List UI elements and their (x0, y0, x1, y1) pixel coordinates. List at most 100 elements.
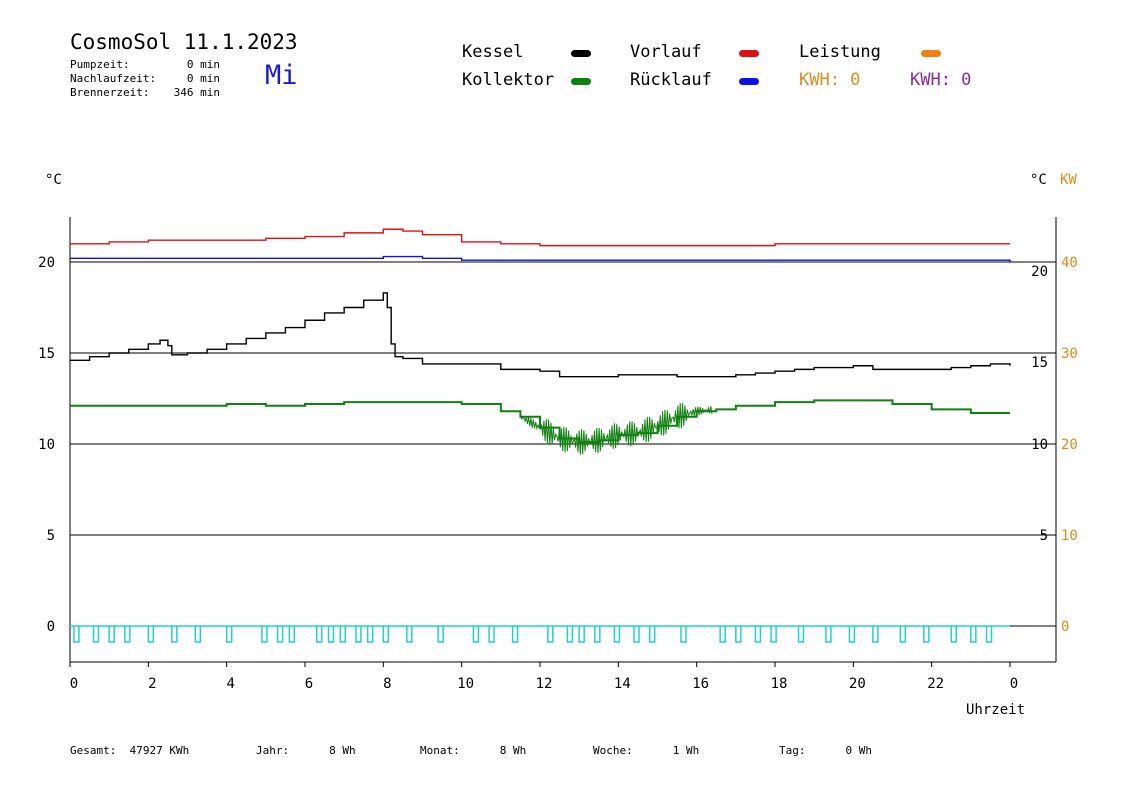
footer-value-monat: 8 Wh (499, 744, 527, 757)
legend-label-ruecklauf: Rücklauf (630, 70, 712, 90)
pump-pulse (73, 626, 80, 643)
pump-pulse (680, 626, 687, 643)
x-tick-label: 22 (927, 676, 944, 692)
pump-pulse (735, 626, 742, 643)
pump-pulse (923, 626, 930, 643)
pump-pulse (719, 626, 726, 643)
y-tick-label-right: 20 (1031, 264, 1048, 280)
footer-label-monat: Monat: (420, 744, 460, 757)
y-tick-label-kw: 40 (1061, 255, 1078, 271)
pump-pulse (288, 626, 296, 643)
chart-title: CosmoSol 11.1.2023 (70, 30, 298, 54)
footer-label-woche: Woche: (593, 744, 633, 757)
pump-pulse (770, 626, 777, 643)
pump-pulse (108, 626, 115, 643)
legend-swatch-leistung (921, 50, 941, 57)
y-tick-label-right: 10 (1031, 437, 1048, 453)
y-tick-label-right: 15 (1031, 355, 1048, 371)
left-axis-unit: °C (45, 172, 62, 188)
pump-pulse (511, 626, 519, 643)
pump-pulse (633, 626, 640, 643)
x-tick-label: 8 (383, 676, 391, 692)
pump-pulse (171, 626, 178, 643)
y-tick-label-left: 5 (47, 528, 55, 544)
series-line-vorlauf (70, 228, 1010, 247)
footer-value-woche: 1 Wh (672, 744, 700, 757)
pump-pulse (566, 626, 574, 643)
legend-swatch-vorlauf (739, 50, 759, 57)
pump-pulse (848, 626, 856, 643)
y-tick-label-left: 15 (38, 346, 55, 362)
x-tick-label: 6 (305, 676, 313, 692)
series-noise-kollektor (519, 403, 713, 455)
pump-pulse (970, 626, 977, 643)
pump-pulse (316, 626, 323, 643)
x-axis-label: Uhrzeit (966, 702, 1026, 718)
footer-value-tag: 0 Wh (845, 744, 873, 757)
footer-tag: Tag: 0 Wh (779, 744, 872, 757)
legend-swatch-kessel (571, 50, 591, 57)
y-tick-label-kw: 0 (1061, 619, 1069, 635)
pump-pulse (899, 626, 907, 643)
pump-pulse (472, 626, 480, 643)
pump-pulse (92, 626, 100, 643)
pump-pulse (797, 626, 805, 643)
y-tick-label-kw: 30 (1061, 346, 1078, 362)
pump-pulse (355, 626, 362, 643)
pump-pulse (872, 626, 879, 643)
footer-gesamt: Gesamt: 47927 KWh (70, 744, 189, 757)
footer-label-gesamt: Gesamt: (70, 744, 117, 757)
pump-pulse (147, 626, 155, 643)
footer-label-jahr: Jahr: (256, 744, 290, 757)
legend-label-leistung: Leistung (799, 42, 881, 62)
y-tick-label-left: 0 (47, 619, 55, 635)
pump-pulse (613, 626, 621, 643)
x-tick-label: 18 (771, 676, 788, 692)
pump-pulse (366, 626, 374, 643)
right-axis-unit: °C (1030, 172, 1047, 188)
legend-label-vorlauf: Vorlauf (630, 42, 702, 62)
pump-pulse (327, 626, 335, 643)
pump-pulse (437, 626, 444, 643)
pump-pulse (578, 626, 585, 643)
x-tick-label: 0 (1010, 676, 1018, 692)
footer-value-jahr: 8 Wh (329, 744, 356, 757)
pump-pulse (225, 626, 233, 643)
pump-pulse (648, 626, 656, 643)
footer-label-tag: Tag: (779, 744, 806, 757)
x-tick-label: 10 (457, 676, 474, 692)
pump-pulse (124, 626, 131, 643)
weekday-label: Mi (265, 60, 298, 91)
x-tick-label: 4 (226, 676, 234, 692)
pump-pulse (985, 626, 993, 643)
pump-pulse (194, 626, 202, 643)
pump-pulse (382, 626, 390, 643)
series-group (70, 228, 1011, 455)
x-tick-label: 14 (614, 676, 631, 692)
legend-label-kollektor: Kollektor (462, 70, 555, 90)
pump-pulse (488, 626, 495, 643)
pump-pulse (950, 626, 957, 643)
footer-monat: Monat: 8 Wh (420, 744, 526, 757)
pump-pulse (276, 626, 284, 643)
footer-value-gesamt: 47927 KWh (129, 744, 190, 757)
pump-pulse (339, 626, 346, 643)
pump-pulse (825, 626, 832, 643)
axis-labels: 0 2 4 6 8 10 12 14 16 18 20 22 0 0 5 10 15 20 5 10 15 20 0 10 20… (38, 255, 1078, 692)
y-tick-label-kw: 10 (1061, 528, 1078, 544)
stats-panel: Pumpzeit: 0 min Nachlaufzeit: 0 min Brenne… (70, 58, 220, 100)
right-axis-unit-kw: KW (1060, 172, 1077, 188)
stat-value-brennerzeit: 346 min (173, 86, 220, 99)
x-tick-label: 20 (849, 676, 866, 692)
stat-value-nachlaufzeit: 0 min (186, 72, 220, 85)
pump-pulses (70, 625, 1010, 643)
kwh-label-2: KWH: 0 (910, 70, 972, 90)
stat-label-brennerzeit: Brennerzeit: (70, 86, 150, 99)
pump-pulse (406, 626, 413, 643)
x-tick-label: 0 (70, 676, 78, 692)
x-tick-label: 16 (692, 676, 709, 692)
stat-label-nachlaufzeit: Nachlaufzeit: (70, 72, 157, 85)
legend-swatch-kollektor (571, 78, 591, 85)
footer-woche: Woche: 1 Wh (593, 744, 699, 757)
